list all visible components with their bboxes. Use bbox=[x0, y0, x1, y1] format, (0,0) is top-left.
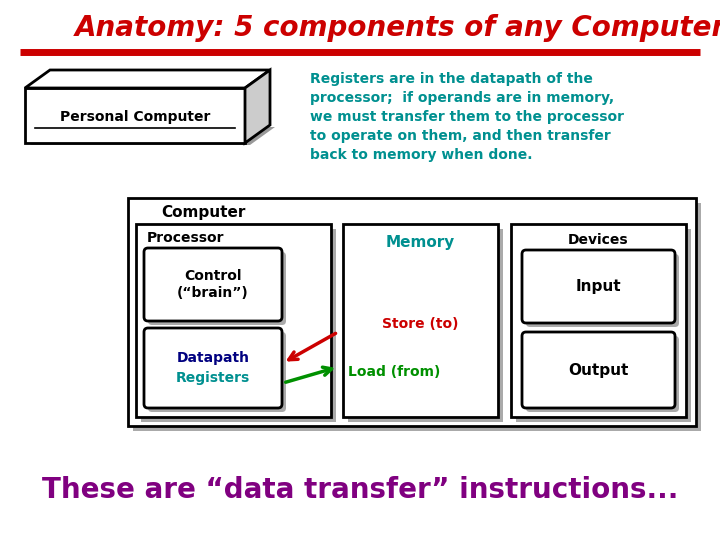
Text: Personal Computer: Personal Computer bbox=[60, 111, 210, 125]
FancyBboxPatch shape bbox=[133, 203, 701, 431]
Polygon shape bbox=[25, 70, 270, 88]
FancyBboxPatch shape bbox=[516, 229, 691, 422]
FancyBboxPatch shape bbox=[148, 252, 286, 325]
FancyBboxPatch shape bbox=[526, 254, 679, 327]
FancyBboxPatch shape bbox=[526, 336, 679, 412]
FancyBboxPatch shape bbox=[144, 328, 282, 408]
Text: Processor: Processor bbox=[148, 231, 225, 245]
Text: Datapath: Datapath bbox=[176, 351, 250, 365]
Text: Control
(“brain”): Control (“brain”) bbox=[177, 269, 249, 300]
FancyBboxPatch shape bbox=[348, 229, 503, 422]
Polygon shape bbox=[245, 70, 270, 143]
Text: Devices: Devices bbox=[568, 233, 629, 247]
Polygon shape bbox=[25, 88, 245, 143]
Text: Input: Input bbox=[576, 279, 621, 294]
FancyBboxPatch shape bbox=[343, 224, 498, 417]
FancyBboxPatch shape bbox=[522, 332, 675, 408]
FancyBboxPatch shape bbox=[148, 332, 286, 412]
FancyBboxPatch shape bbox=[141, 229, 336, 422]
Text: Load (from): Load (from) bbox=[348, 365, 441, 379]
Text: Registers: Registers bbox=[176, 371, 250, 385]
Text: Anatomy: 5 components of any Computer: Anatomy: 5 components of any Computer bbox=[74, 14, 720, 42]
Text: Registers are in the datapath of the
processor;  if operands are in memory,
we m: Registers are in the datapath of the pro… bbox=[310, 72, 624, 162]
Text: Store (to): Store (to) bbox=[382, 317, 459, 331]
FancyBboxPatch shape bbox=[144, 248, 282, 321]
Text: Output: Output bbox=[568, 362, 629, 377]
FancyBboxPatch shape bbox=[511, 224, 686, 417]
FancyBboxPatch shape bbox=[522, 250, 675, 323]
Polygon shape bbox=[30, 127, 275, 145]
Text: Computer: Computer bbox=[161, 205, 246, 219]
Text: These are “data transfer” instructions...: These are “data transfer” instructions..… bbox=[42, 476, 678, 504]
FancyBboxPatch shape bbox=[136, 224, 331, 417]
FancyBboxPatch shape bbox=[128, 198, 696, 426]
Text: Memory: Memory bbox=[386, 234, 455, 249]
